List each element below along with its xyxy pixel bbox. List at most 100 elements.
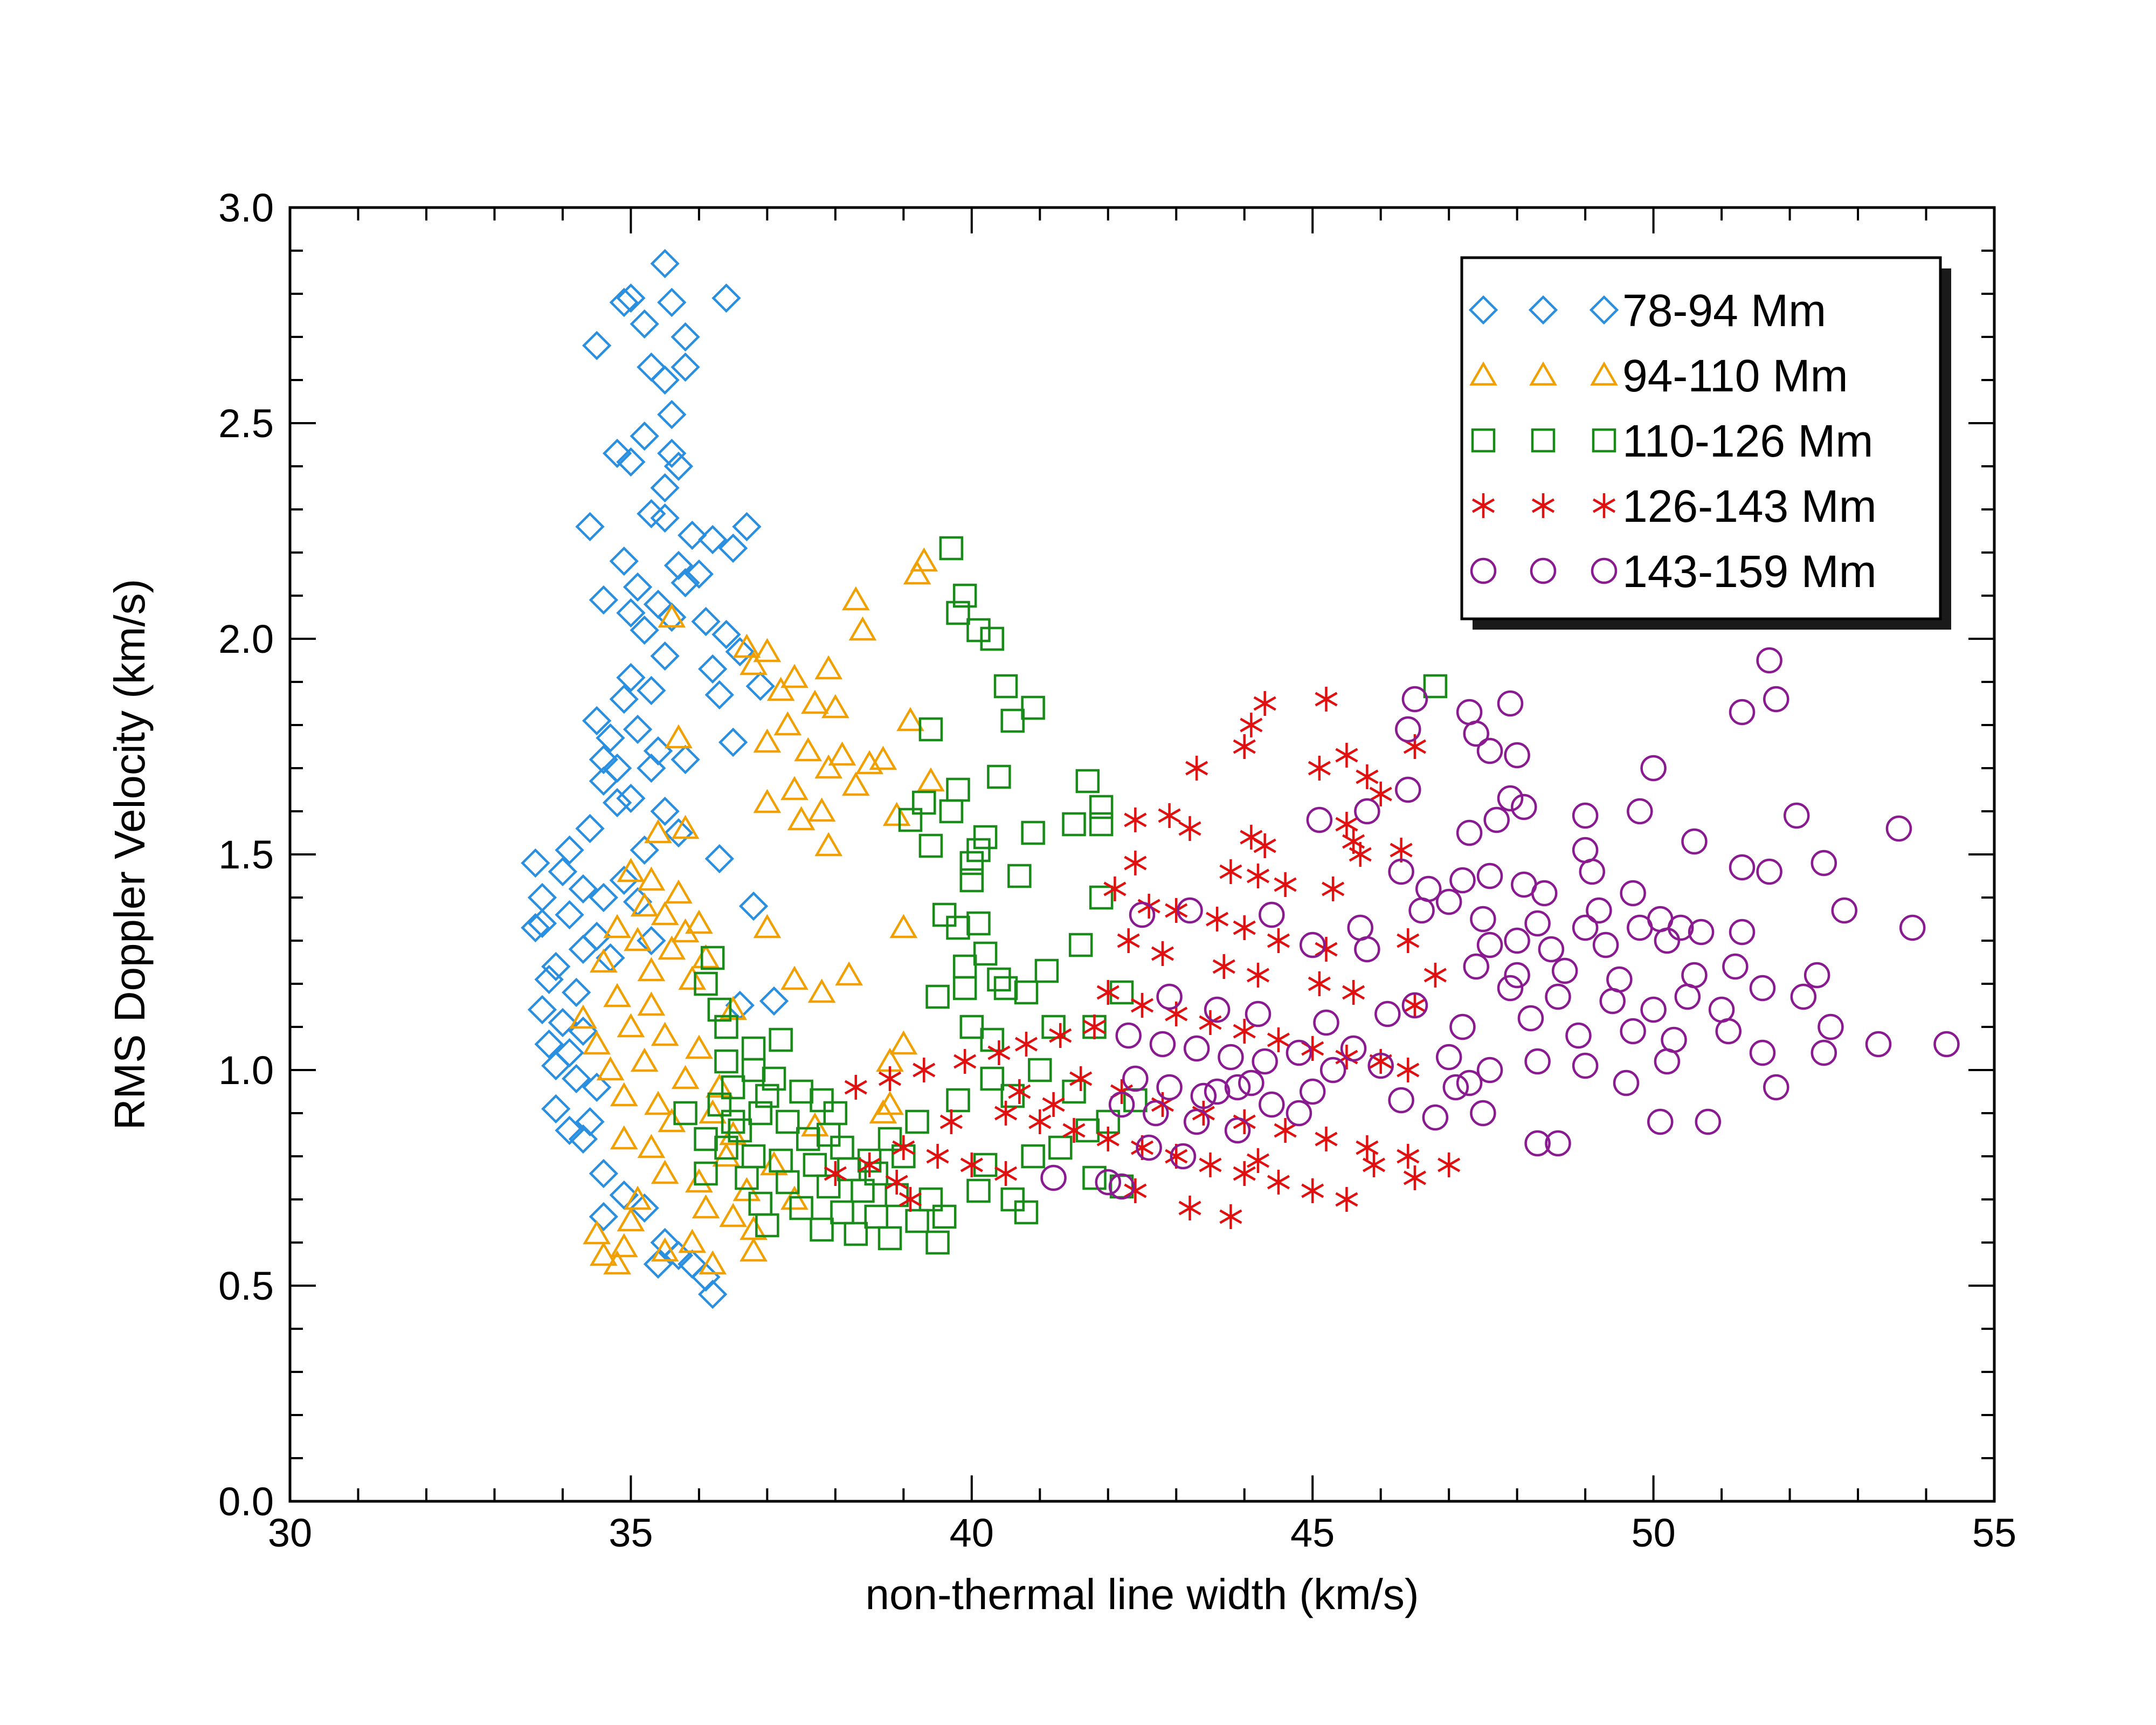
data-point (1476, 862, 1503, 889)
data-point (1688, 919, 1715, 946)
data-point (1749, 1039, 1776, 1066)
data-point (1551, 957, 1578, 984)
data-point (697, 654, 728, 684)
data-point (1504, 927, 1530, 954)
data-point (762, 1066, 786, 1091)
data-point (814, 655, 843, 680)
x-axis-label: non-thermal line width (km/s) (866, 1570, 1419, 1618)
data-point (1315, 937, 1338, 962)
data-point (1308, 756, 1331, 781)
data-point (658, 603, 686, 628)
data-point (1021, 1144, 1045, 1169)
data-point (732, 512, 762, 542)
data-point (714, 1015, 738, 1039)
data-point (630, 1193, 659, 1223)
data-point (527, 908, 557, 939)
data-point (637, 957, 666, 982)
data-point (1403, 993, 1426, 1018)
data-point (776, 1109, 800, 1134)
data-point (541, 1051, 571, 1081)
x-tick-label: 35 (609, 1510, 653, 1555)
data-point (898, 808, 923, 832)
data-point (735, 1165, 759, 1190)
data-point (1233, 734, 1256, 759)
data-point (616, 283, 646, 313)
data-point (1476, 1057, 1503, 1084)
data-point (1811, 1039, 1837, 1066)
data-point (718, 727, 748, 757)
legend-marker (1471, 428, 1496, 453)
data-point (1933, 1031, 1960, 1058)
data-point (1572, 802, 1599, 829)
data-point (1579, 858, 1606, 885)
data-point (773, 711, 802, 736)
data-point (1504, 742, 1530, 769)
data-point (946, 1088, 970, 1113)
data-point (624, 927, 652, 951)
legend-marker (1531, 428, 1556, 453)
data-point (1483, 806, 1510, 833)
data-point (1008, 1079, 1031, 1104)
data-point (562, 1064, 591, 1094)
data-point (987, 967, 1011, 992)
series-126-143-mm (824, 687, 1461, 1229)
data-point (959, 1015, 984, 1039)
data-point (521, 913, 550, 943)
data-point (800, 689, 829, 714)
data-point (903, 560, 931, 585)
data-point (1729, 919, 1756, 946)
data-point (1233, 1161, 1256, 1186)
data-point (1335, 743, 1358, 768)
data-point (1158, 803, 1181, 828)
data-point (1062, 812, 1086, 837)
data-point (692, 944, 720, 969)
data-point (814, 754, 843, 779)
data-point (582, 706, 612, 736)
data-point (1803, 962, 1830, 989)
data-point (896, 707, 924, 732)
data-point (1151, 941, 1174, 966)
legend-marker (1531, 493, 1555, 518)
data-point (1470, 1100, 1496, 1127)
data-point (1586, 897, 1612, 924)
data-point (1233, 915, 1256, 940)
data-point (1865, 1031, 1892, 1058)
data-point (1395, 716, 1421, 743)
data-point (789, 1196, 813, 1220)
data-point (1572, 1052, 1599, 1079)
data-point (582, 330, 612, 361)
data-point (1041, 1015, 1066, 1039)
data-point (1763, 686, 1789, 713)
data-point (864, 1161, 888, 1186)
data-point (650, 249, 680, 279)
data-point (657, 399, 687, 430)
data-point (1308, 971, 1331, 996)
data-point (589, 882, 618, 913)
data-point (1233, 1019, 1256, 1044)
data-point (980, 1066, 1004, 1091)
data-point (740, 651, 768, 675)
data-point (678, 965, 707, 990)
data-point (753, 914, 782, 939)
data-point (766, 677, 795, 701)
data-point (1183, 1035, 1210, 1062)
data-point (1449, 867, 1476, 894)
data-point (1315, 687, 1338, 712)
data-point (697, 1279, 728, 1309)
data-point (1545, 1130, 1571, 1157)
data-point (1722, 953, 1749, 980)
data-point (1729, 699, 1756, 726)
data-point (1199, 1153, 1222, 1177)
data-point (1306, 806, 1333, 833)
data-point (1089, 885, 1114, 910)
data-point (651, 1237, 679, 1262)
data-point (694, 971, 718, 996)
data-point (939, 1109, 963, 1134)
data-point (794, 737, 823, 762)
data-point (803, 1153, 827, 1177)
data-point (1075, 769, 1100, 794)
data-point (878, 1066, 902, 1091)
x-tick-label: 45 (1290, 1510, 1335, 1555)
legend: 78-94 Mm 94-110 Mm 110-126 Mm 126-143 Mm 143… (1460, 256, 1951, 630)
data-point (987, 1040, 1011, 1065)
